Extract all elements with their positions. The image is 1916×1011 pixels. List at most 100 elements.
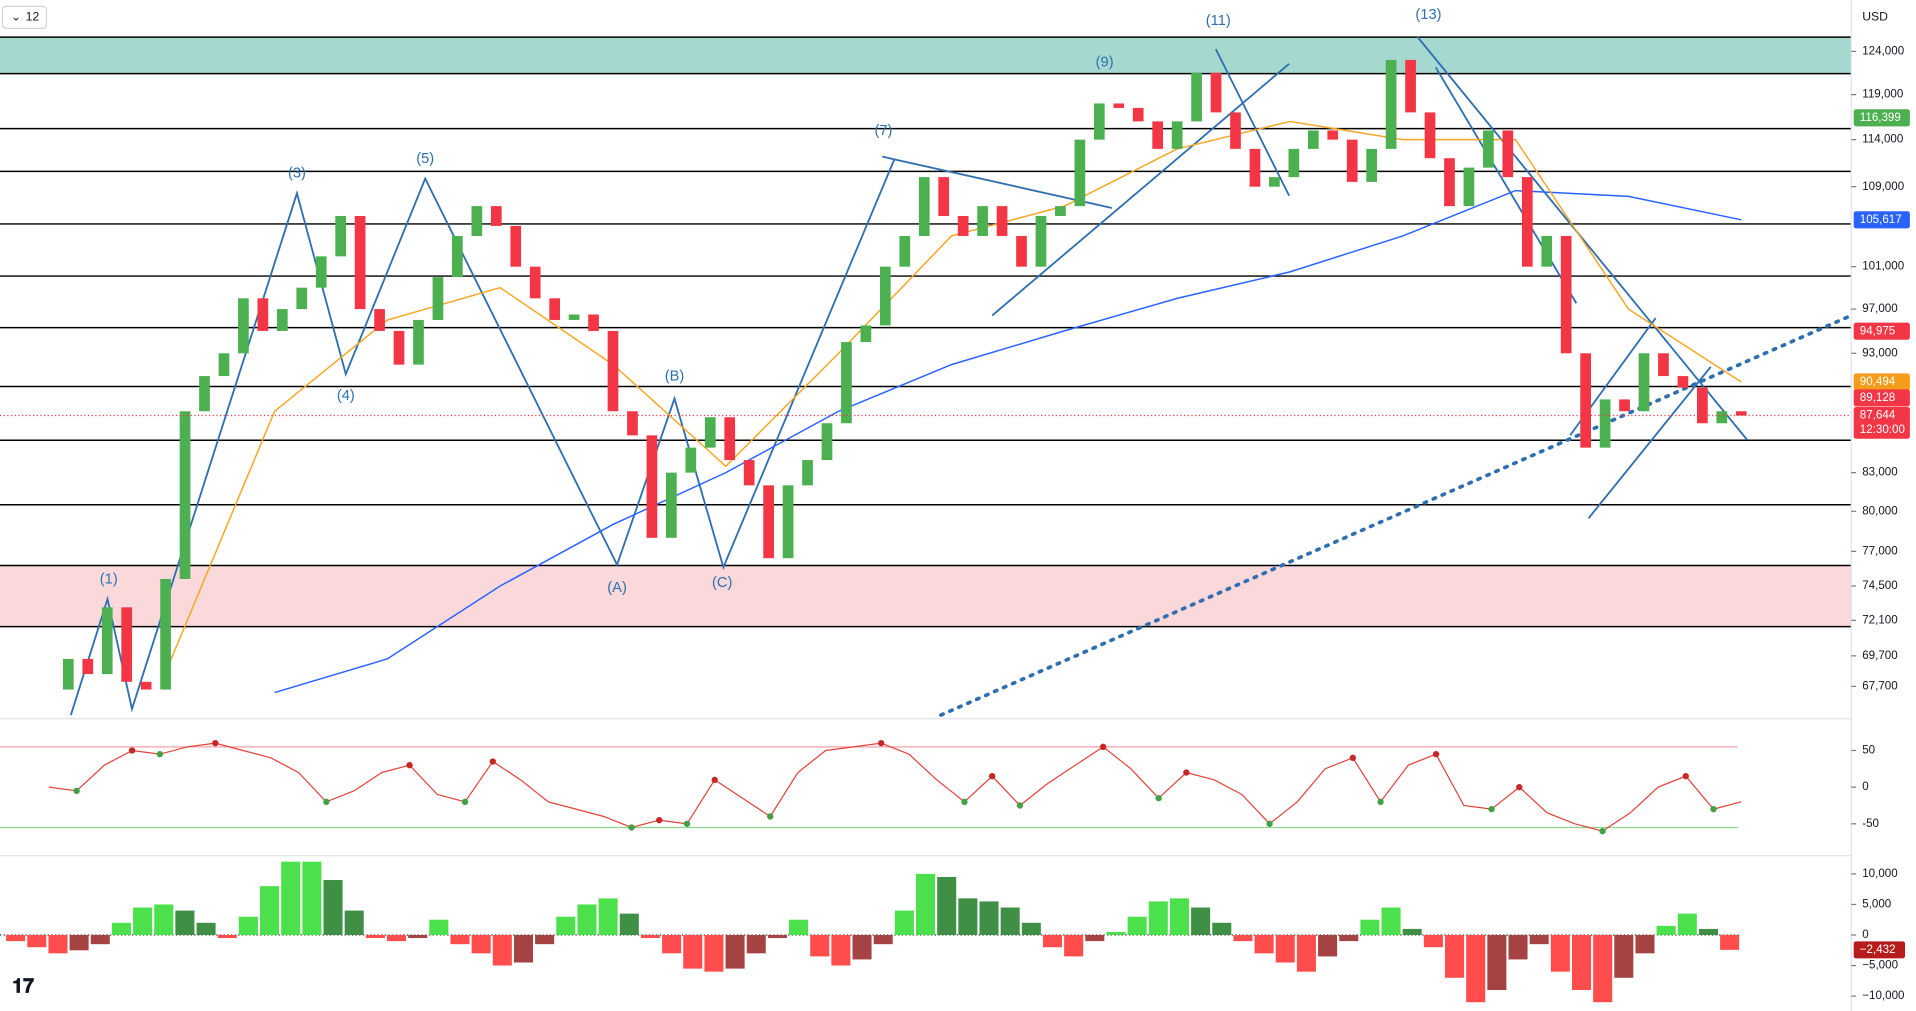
candle	[452, 235, 463, 278]
cross-dot	[878, 739, 885, 747]
histogram-bar	[365, 935, 385, 939]
histogram-bar	[1318, 935, 1338, 957]
histogram-bar	[1127, 916, 1147, 936]
candle	[62, 658, 74, 690]
zone	[0, 37, 1852, 74]
histogram-bar	[556, 916, 576, 936]
cross-dot	[1266, 820, 1273, 827]
y-tick-label: 0	[1862, 928, 1868, 941]
moving-average	[274, 189, 1742, 694]
y-tick-label: 5,000	[1862, 898, 1891, 911]
wave-lines	[69, 158, 896, 716]
cross-dot	[961, 798, 968, 805]
histogram-bar	[1571, 935, 1592, 990]
histogram-bar	[90, 935, 110, 945]
candle	[529, 266, 541, 299]
histogram-bar	[1656, 925, 1676, 936]
candle	[1152, 121, 1164, 149]
histogram-bar	[1698, 928, 1718, 936]
price-label-box	[1853, 406, 1910, 439]
y-tick-label: 67,700	[1862, 679, 1897, 692]
candle	[782, 485, 794, 559]
histogram-bar	[513, 935, 534, 963]
candle	[879, 266, 891, 326]
y-tick-label: 74,500	[1862, 579, 1897, 592]
histogram-bar	[619, 913, 639, 936]
y-tick-label: 72,100	[1862, 613, 1897, 626]
histogram-bar	[535, 935, 555, 945]
histogram-bar	[767, 935, 787, 939]
cross-dot	[628, 824, 635, 831]
candle	[549, 298, 560, 320]
candle	[1249, 148, 1261, 187]
candle	[1055, 206, 1066, 216]
histogram-bar	[831, 935, 851, 966]
histogram-bar	[598, 898, 618, 936]
candle	[199, 376, 210, 412]
candle	[568, 314, 580, 320]
cross-dot	[1016, 802, 1024, 809]
candle	[1074, 139, 1086, 207]
chevron: ⌄	[11, 10, 21, 24]
cross-dot	[1682, 772, 1689, 780]
candle	[374, 309, 385, 331]
trendlines	[882, 36, 1749, 519]
histogram-bar	[916, 873, 936, 936]
histogram-bar	[238, 916, 258, 936]
cross-dot	[1432, 750, 1440, 758]
candle	[1463, 167, 1475, 207]
cross-dot	[1183, 769, 1190, 776]
histogram-bar	[1360, 919, 1380, 936]
candle	[1385, 59, 1397, 149]
histogram-bar	[1254, 935, 1274, 954]
interval-button[interactable]	[1, 5, 48, 29]
histogram-bar	[1275, 935, 1295, 963]
histogram-bar	[323, 880, 343, 936]
histogram-bar	[217, 935, 237, 939]
y-tick-label: 69,700	[1862, 649, 1897, 662]
wave-label: (7)	[875, 123, 893, 139]
wave-label: (3)	[288, 166, 306, 182]
y-tick-label: 50	[1862, 744, 1875, 757]
candle	[821, 423, 833, 461]
candle	[257, 298, 269, 331]
y-tick-label: 93,000	[1862, 346, 1897, 359]
cross-dot	[767, 813, 774, 820]
cross-dot	[489, 758, 496, 765]
histogram-bar	[1106, 931, 1126, 936]
candle	[1502, 130, 1514, 178]
wave-label: (9)	[1096, 54, 1114, 70]
wave-labels: (1) (3) (4) (5) (A) (B) (C) (7) (9) (11)…	[100, 7, 1442, 596]
candle	[1132, 107, 1144, 122]
histogram-bar	[48, 935, 68, 954]
y-tick-label: 119,000	[1862, 88, 1903, 101]
histogram-bar	[1402, 928, 1422, 936]
zone	[0, 565, 1852, 627]
candle	[1093, 103, 1105, 140]
histogram-bar	[450, 935, 470, 945]
histogram-bar	[873, 935, 893, 945]
candle	[607, 330, 619, 412]
candle	[315, 256, 327, 288]
candle	[1697, 387, 1708, 424]
candle	[996, 206, 1008, 236]
candle	[179, 411, 191, 579]
cross-dot	[1516, 783, 1523, 791]
histogram-bar	[577, 904, 597, 936]
cross-dot	[656, 816, 663, 824]
cross-dot	[1377, 798, 1384, 805]
histogram-bar	[1042, 935, 1063, 948]
candle	[1113, 103, 1125, 108]
cross-dot	[323, 798, 330, 805]
candle	[1521, 177, 1533, 267]
histogram-bar	[1614, 935, 1634, 978]
histogram-bar	[1550, 935, 1570, 972]
zones	[0, 36, 1852, 628]
y-tick-label: −10,000	[1862, 989, 1904, 1002]
price-label: 116,399	[1860, 111, 1901, 124]
wave-label: (4)	[337, 388, 355, 404]
price-axis: 124,000 119,000 114,000 109,000 101,000 97,00…	[0, 44, 1910, 692]
candle	[432, 277, 444, 320]
candle	[1269, 177, 1280, 187]
